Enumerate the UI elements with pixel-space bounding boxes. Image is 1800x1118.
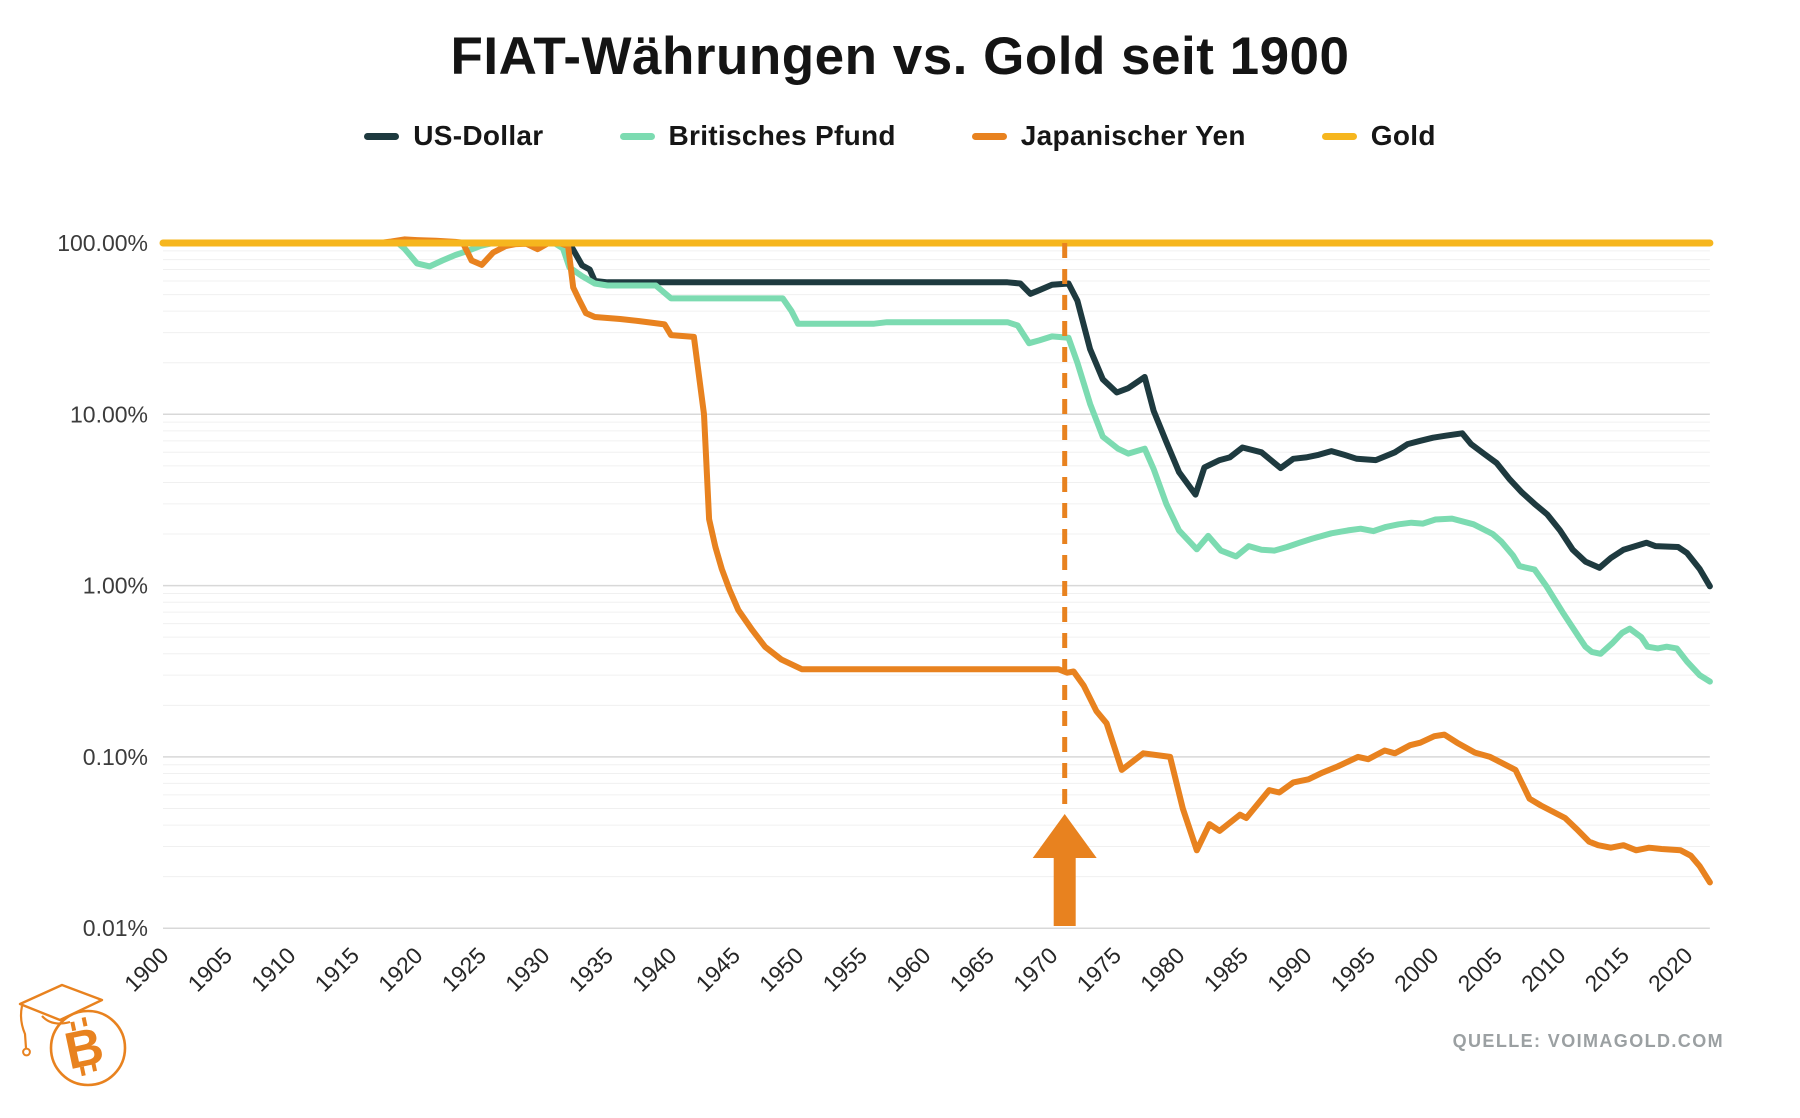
x-axis-label: 1980 [1135,942,1190,997]
x-axis-label: 1945 [690,942,745,997]
y-axis-label: 1.00% [83,573,148,599]
x-axis-label: 2000 [1389,942,1444,997]
chart-legend: US-Dollar Britisches Pfund Japanischer Yen… [0,120,1800,152]
series-line-britisches-pfund [160,240,1713,685]
source-credit: QUELLE: VOIMAGOLD.COM [1452,1031,1724,1051]
legend-dash-icon [1321,132,1357,140]
y-axis-label: 0.01% [83,915,148,941]
x-axis-label: 1930 [500,942,555,997]
x-axis-label: 1940 [627,942,682,997]
bitcoin-prong [79,1066,86,1077]
legend-label: Japanischer Yen [1020,120,1246,151]
series-line-us-dollar [160,240,1713,590]
cap-tassel [19,1005,28,1049]
x-axis-label: 2020 [1643,942,1698,997]
legend-dash-icon [364,132,400,140]
cap-tassel-end [22,1047,31,1057]
x-axis-label: 1990 [1262,942,1317,997]
y-axis-label: 100.00% [57,230,148,256]
x-axis-label: 1915 [309,942,364,997]
legend-dash-icon [619,132,655,140]
x-axis-label: 1975 [1071,942,1126,997]
legend-item-japanischer-yen: Japanischer Yen [971,120,1246,152]
bitcoin-prong [91,1061,98,1072]
x-axis-label: 1985 [1198,942,1253,997]
coin-circle [49,1009,127,1087]
x-axis-label: 1955 [817,942,872,997]
y-axis-label: 0.10% [83,744,148,770]
legend-item-us-dollar: US-Dollar [364,120,543,152]
x-axis-label: 1935 [563,942,618,997]
legend-item-gold: Gold [1321,120,1436,152]
legend-label: Gold [1370,120,1436,151]
y-axis-label: 10.00% [70,401,148,427]
series-line-japanischer-yen [160,236,1713,886]
x-axis-label: 1995 [1325,942,1380,997]
bitcoin-graduation-cap-logo: B [18,983,127,1087]
x-axis-label: 1925 [436,942,491,997]
x-axis-label: 1905 [182,942,237,997]
x-axis-label: 1970 [1008,942,1063,997]
x-axis-label: 2005 [1452,942,1507,997]
bitcoin-prong [70,1021,77,1032]
legend-item-britisches-pfund: Britisches Pfund [619,120,896,152]
legend-label: Britisches Pfund [668,120,896,151]
x-axis-label: 1920 [373,942,428,997]
cap-band [41,1015,71,1025]
x-axis-label: 1965 [944,942,999,997]
legend-dash-icon [971,132,1007,140]
page-title: FIAT-Währungen vs. Gold seit 1900 [450,27,1350,86]
x-axis-label: 1910 [246,942,301,997]
annotation-up-arrow-icon [1032,814,1097,926]
legend-label: US-Dollar [413,120,544,151]
x-axis-label: 1960 [881,942,936,997]
graduation-cap-icon [18,983,104,1022]
bitcoin-prong [81,1016,88,1027]
x-axis-label: 2010 [1516,942,1571,997]
x-axis-label: 1950 [754,942,809,997]
x-axis-label: 2015 [1579,942,1634,997]
